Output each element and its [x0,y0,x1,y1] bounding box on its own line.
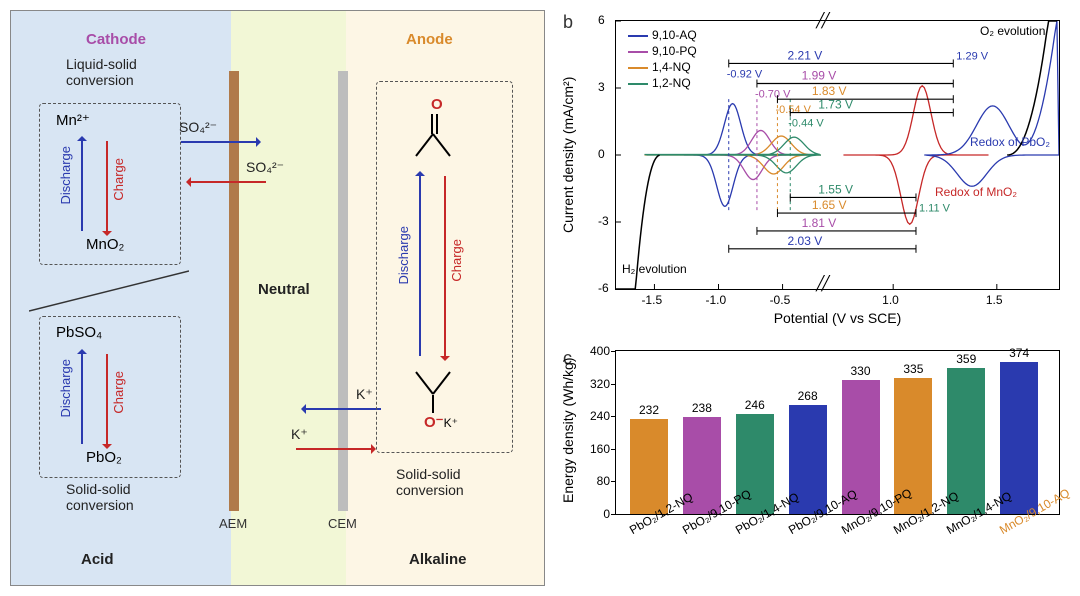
svg-text:1.55 V: 1.55 V [818,182,853,196]
solid-solid-right-label: Solid-solid conversion [396,466,464,498]
aem-membrane [229,71,239,511]
svg-text:1.83 V: 1.83 V [812,84,847,98]
pb-charge-label: Charge [111,371,126,414]
mn-discharge-label: Discharge [58,146,73,205]
aem-label: AEM [219,516,247,531]
panel-b: Current density (mA/cm²) 2.21 V -0.92 V 1.… [560,10,1070,330]
mn-charge-arrow [106,141,108,231]
o-label: O [431,96,443,113]
legend-3: 1,2-NQ [628,76,691,90]
xbreak-top: ╱╱ [816,12,827,29]
cem-label: CEM [328,516,357,531]
so4-blue-arrow [181,141,256,143]
zone-neutral [231,11,346,585]
c-bot [413,369,453,397]
ok-label: O⁻K⁺ [424,413,458,431]
legend-0: 9,10-AQ [628,28,697,42]
so4-bot: SO₄²⁻ [246,159,284,176]
h2-annot: H₂ evolution [622,262,687,276]
cem-membrane [338,71,348,511]
panel-b-xlabel: Potential (V vs SCE) [615,310,1060,326]
svg-text:-0.44 V: -0.44 V [788,118,824,130]
panel-c-ylabel: Energy density (Wh/kg) [560,345,576,515]
k-top: K⁺ [356,386,373,403]
pb-discharge-arrow [81,354,83,444]
alkaline-label: Alkaline [409,551,467,568]
mn2-label: Mn²⁺ [56,111,90,129]
figure: a AEM CEM Cathode Anode Liquid-solid con… [0,0,1080,596]
k-bot: K⁺ [291,426,308,443]
bar-0 [630,419,668,514]
solid-solid-left-label: Solid-solid conversion [66,481,134,513]
so4-red-arrow [191,181,266,183]
svg-text:2.21 V: 2.21 V [788,48,823,62]
panel-c: Energy density (Wh/kg) 08016024032040023… [560,345,1070,585]
q-discharge-arrow [419,176,421,356]
mn-charge-label: Charge [111,158,126,201]
neutral-label: Neutral [258,281,310,298]
panel-a: AEM CEM Cathode Anode Liquid-solid conve… [10,10,545,586]
xbreak-bot: ╱╱ [816,275,827,292]
divider [29,266,189,316]
c-top [413,131,453,159]
svg-text:1.29 V: 1.29 V [956,50,988,62]
svg-text:-0.54 V: -0.54 V [775,104,811,116]
svg-text:1.81 V: 1.81 V [802,216,837,230]
legend-1: 9,10-PQ [628,44,697,58]
pbo2-annot: Redox of PbO₂ [970,135,1050,149]
acid-label: Acid [81,551,114,568]
mn-discharge-arrow [81,141,83,231]
q-discharge-label: Discharge [396,226,411,285]
mno2-annot: Redox of MnO₂ [935,185,1017,199]
q-charge-label: Charge [449,239,464,282]
svg-text:2.03 V: 2.03 V [788,234,823,248]
anode-title: Anode [406,31,453,48]
svg-text:-0.92 V: -0.92 V [727,68,763,80]
cathode-title: Cathode [86,31,146,48]
legend-2: 1,4-NQ [628,60,691,74]
panel-c-axis: 080160240320400232238246268330335359374 [615,350,1060,515]
so4-top: SO₄²⁻ [179,119,217,136]
pb-charge-arrow [106,354,108,444]
o2-annot: O₂ evolution [980,24,1045,38]
q-charge-arrow [444,176,446,356]
panel-b-ylabel: Current density (mA/cm²) [560,30,576,280]
k-red-arrow [296,448,371,450]
pbso4-label: PbSO₄ [56,324,102,341]
k-blue-arrow [306,408,381,410]
co-single-bond [432,395,434,413]
svg-text:1.65 V: 1.65 V [812,198,847,212]
liq-solid-label: Liquid-solid conversion [66,56,137,88]
svg-text:1.99 V: 1.99 V [802,69,837,83]
svg-text:1.11 V: 1.11 V [919,202,951,214]
svg-text:1.73 V: 1.73 V [818,98,853,112]
pb-discharge-label: Discharge [58,359,73,418]
